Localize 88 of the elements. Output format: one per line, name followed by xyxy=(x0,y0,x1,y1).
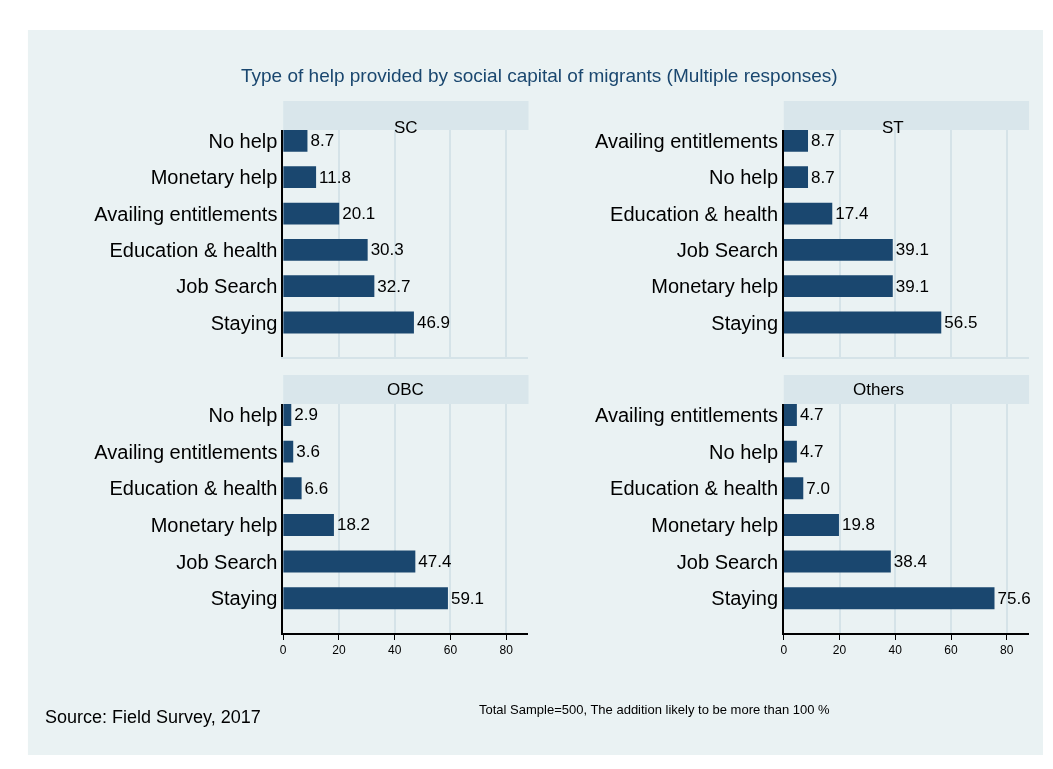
data-label: 20.1 xyxy=(342,204,376,224)
data-label: 11.8 xyxy=(319,167,351,187)
bar xyxy=(783,238,893,261)
y-tick-label: Job Search xyxy=(676,550,779,573)
data-label: 59.1 xyxy=(450,588,485,608)
x-tick-label: 40 xyxy=(888,643,903,658)
bar xyxy=(283,550,416,573)
data-label: 8.7 xyxy=(811,131,835,151)
bar xyxy=(283,130,308,152)
y-tick-label: Staying xyxy=(210,311,278,334)
bar xyxy=(283,513,334,536)
bar xyxy=(783,550,891,573)
bar xyxy=(783,587,995,610)
data-label: 2.9 xyxy=(294,405,318,425)
y-tick-label: Job Search xyxy=(676,238,779,261)
bar xyxy=(283,440,294,463)
data-label: 18.2 xyxy=(336,515,371,535)
x-tick-label: 60 xyxy=(443,643,458,658)
data-label: 8.7 xyxy=(811,167,835,187)
data-label: 32.7 xyxy=(377,276,411,296)
y-tick-label: No help xyxy=(709,166,779,189)
bar xyxy=(283,202,340,225)
bar xyxy=(283,275,375,298)
chart-title: OBC xyxy=(387,380,424,399)
data-label: 17.4 xyxy=(835,204,869,224)
y-tick-label: Availing entitlements xyxy=(94,202,278,225)
y-tick-label: Education & health xyxy=(610,477,779,500)
y-tick-label: Monetary help xyxy=(150,166,278,189)
data-label: 4.7 xyxy=(799,442,824,462)
bar xyxy=(283,587,448,610)
chart-title: SC xyxy=(394,118,418,137)
y-tick-label: Availing entitlements xyxy=(594,129,779,152)
bar xyxy=(283,238,368,261)
bar xyxy=(783,440,797,463)
bar xyxy=(283,166,317,189)
data-label: 56.5 xyxy=(944,312,978,332)
data-label: 46.9 xyxy=(416,312,451,332)
data-label: 3.6 xyxy=(296,442,320,462)
y-tick-label: No help xyxy=(208,129,278,152)
data-label: 30.3 xyxy=(370,240,404,260)
x-tick-label: 0 xyxy=(780,643,788,658)
y-tick-label: Monetary help xyxy=(651,513,779,536)
text: Type of help provided by social capital of migrants (Multiple responses) xyxy=(241,65,838,86)
x-tick-label: 20 xyxy=(332,643,346,658)
data-label: 47.4 xyxy=(418,552,452,572)
y-tick-label: Staying xyxy=(711,311,779,334)
y-tick-label: Staying xyxy=(711,587,779,610)
y-tick-label: Job Search xyxy=(176,275,278,298)
y-tick-label: Education & health xyxy=(109,238,278,261)
bar xyxy=(783,477,804,500)
y-tick-label: Availing entitlements xyxy=(594,403,779,426)
x-tick-label: 20 xyxy=(832,643,847,658)
bar xyxy=(783,311,942,334)
x-tick-label: 60 xyxy=(944,643,959,658)
x-tick-label: 80 xyxy=(1000,643,1014,658)
y-tick-label: Job Search xyxy=(176,550,278,573)
data-label: 6.6 xyxy=(304,478,329,498)
data-label: 38.4 xyxy=(893,552,927,572)
data-label: 8.7 xyxy=(310,131,335,151)
bar xyxy=(783,166,809,189)
data-label: 75.6 xyxy=(997,588,1031,608)
data-label: 39.1 xyxy=(895,276,929,296)
bar xyxy=(783,202,833,225)
data-label: 39.1 xyxy=(895,240,929,260)
y-tick-label: No help xyxy=(709,440,779,463)
chart-title: ST xyxy=(882,118,904,137)
source-note: Source: Field Survey, 2017 xyxy=(45,707,261,727)
bar xyxy=(283,477,302,500)
bar xyxy=(283,311,414,334)
y-tick-label: Education & health xyxy=(610,202,779,225)
y-tick-label: Monetary help xyxy=(651,275,779,298)
data-label: 19.8 xyxy=(841,515,876,535)
x-tick-label: 0 xyxy=(279,643,287,658)
y-tick-label: Staying xyxy=(210,587,278,610)
data-label: 4.7 xyxy=(799,405,824,425)
y-tick-label: Availing entitlements xyxy=(94,440,278,463)
bar xyxy=(783,404,797,426)
chart-title: Others xyxy=(853,380,905,399)
bar xyxy=(783,513,839,536)
x-tick-label: 40 xyxy=(388,643,402,658)
bar xyxy=(783,275,893,298)
text: Total Sample=500, The addition likely to be more than 100 % xyxy=(479,702,831,717)
y-tick-label: Monetary help xyxy=(150,513,278,536)
bar xyxy=(783,130,809,152)
y-tick-label: Education & health xyxy=(109,477,278,500)
x-tick-label: 80 xyxy=(499,643,514,658)
y-tick-label: No help xyxy=(208,403,278,426)
data-label: 7.0 xyxy=(806,478,830,498)
